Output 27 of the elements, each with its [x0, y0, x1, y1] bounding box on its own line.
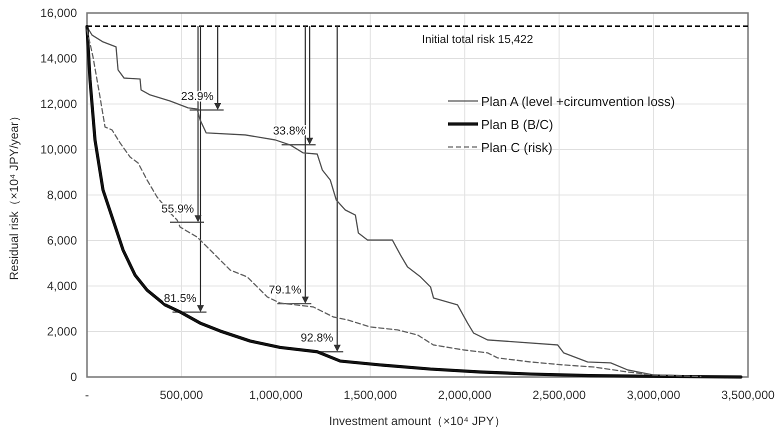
x-tick-label: -: [85, 388, 89, 402]
y-tick-label: 0: [70, 370, 78, 384]
x-axis-title: Investment amount（×10⁴ JPY）: [329, 414, 506, 428]
annotation: 55.9%: [161, 203, 194, 216]
legend-label: Plan B (B/C): [481, 117, 554, 132]
x-tick-label: 3,000,000: [626, 388, 681, 402]
y-axis-title: Residual risk（×10⁴ JPY/year）: [7, 110, 21, 280]
x-tick-label: 1,500,000: [344, 388, 398, 402]
y-tick-label: 4,000: [46, 279, 78, 293]
y-tick-label: 16,000: [40, 6, 78, 20]
y-tick-label: 10,000: [40, 142, 78, 156]
y-tick-label: 8,000: [46, 188, 78, 202]
x-tick-label: 2,000,000: [438, 388, 492, 402]
annotation: 79.1%: [268, 284, 302, 297]
x-tick-label: 1,000,000: [249, 388, 303, 402]
ref-line-label: Initial total risk 15,422: [422, 34, 534, 46]
y-tick-label: 12,000: [40, 97, 78, 111]
x-tick-label: 3,500,000: [721, 388, 776, 402]
legend-label: Plan C (risk): [481, 140, 553, 155]
y-tick-label: 6,000: [46, 234, 78, 248]
legend-label: Plan A (level +circumvention loss): [481, 94, 676, 109]
x-tick-label: 2,500,000: [532, 388, 586, 402]
y-tick-label: 14,000: [40, 52, 78, 66]
annotation: 92.8%: [300, 332, 334, 345]
annotation: 81.5%: [164, 293, 196, 306]
y-tick-label: 2,000: [46, 324, 78, 338]
x-tick-label: 500,000: [160, 388, 204, 402]
